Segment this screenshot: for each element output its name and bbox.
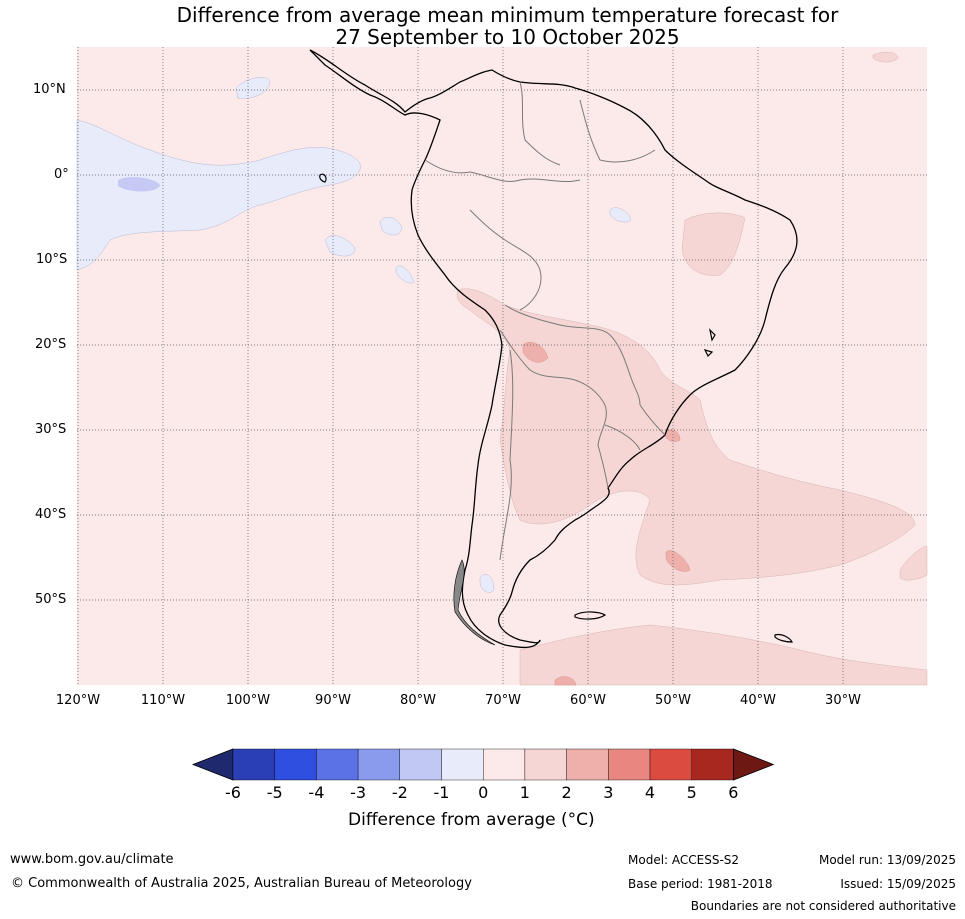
title-line-2: 27 September to 10 October 2025 <box>335 25 680 49</box>
lon-label-30w: 30°W <box>825 693 861 708</box>
colorbar-tick-label: 0 <box>478 783 489 802</box>
warmer-spot <box>665 550 691 572</box>
chart-title: Difference from average mean minimum tem… <box>0 4 965 48</box>
country-borders <box>424 81 666 561</box>
lon-label-50w: 50°W <box>655 693 691 708</box>
colorbar-tick-label: 4 <box>644 783 656 802</box>
warm-anomaly-region <box>519 624 928 686</box>
warm-anomaly-region <box>681 212 746 276</box>
colorbar-tick-label: -5 <box>266 783 283 802</box>
lon-label-70w: 70°W <box>485 693 521 708</box>
lon-label-110w: 110°W <box>140 693 186 708</box>
colorbar-tick-label: 3 <box>603 783 614 802</box>
cool-patch <box>395 265 415 284</box>
warm-anomaly-region <box>456 288 916 586</box>
lon-label-40w: 40°W <box>740 693 776 708</box>
lon-label-90w: 90°W <box>315 693 351 708</box>
graticule <box>77 47 927 685</box>
warm-anomaly-region <box>872 51 899 63</box>
lat-label-10s: 10°S <box>36 252 68 267</box>
colorbar-tick-label: 1 <box>519 783 530 802</box>
colorbar-tick-label: 5 <box>686 783 697 802</box>
warm-anomaly-region <box>899 545 928 581</box>
colorbar-tick-label: 6 <box>728 783 739 802</box>
cool-spot <box>118 177 160 192</box>
issued-date: Issued: 15/09/2025 <box>840 877 956 891</box>
map-background <box>77 47 927 685</box>
lat-label-40s: 40°S <box>35 507 67 522</box>
copyright-text: © Commonwealth of Australia 2025, Austra… <box>11 876 472 891</box>
boundaries-disclaimer: Boundaries are not considered authoritat… <box>690 899 956 913</box>
cool-patch <box>479 574 495 593</box>
model-name: Model: ACCESS-S2 <box>628 853 740 867</box>
lat-label-20s: 20°S <box>35 337 67 352</box>
base-period: Base period: 1981-2018 <box>628 877 773 891</box>
lon-label-120w: 120°W <box>55 693 101 708</box>
lat-label-10n: 10°N <box>33 82 66 97</box>
lon-label-80w: 80°W <box>400 693 436 708</box>
lon-label-60w: 60°W <box>570 693 606 708</box>
cool-patch <box>235 77 271 99</box>
cool-anomaly-region <box>76 119 361 271</box>
cool-patch <box>324 235 356 257</box>
cool-patch <box>379 216 403 236</box>
colorbar-tick-label: -4 <box>308 783 325 802</box>
cool-patch <box>609 207 632 223</box>
lat-label-50s: 50°S <box>35 592 67 607</box>
title-line-1: Difference from average mean minimum tem… <box>176 3 839 27</box>
lat-label-0: 0° <box>54 167 69 182</box>
lon-label-100w: 100°W <box>225 693 271 708</box>
warmer-spot <box>554 676 577 686</box>
colorbar-tick-label: -6 <box>225 783 241 802</box>
model-run: Model run: 13/09/2025 <box>818 853 956 867</box>
lat-label-30s: 30°S <box>35 422 67 437</box>
colorbar-tick-label: -2 <box>391 783 408 802</box>
patagonia-archipelago <box>453 559 496 646</box>
south-america-coastline <box>309 49 798 649</box>
colorbar-tick-label: -1 <box>433 783 450 802</box>
islands <box>319 173 793 643</box>
colorbar-tick-label: -3 <box>350 783 367 802</box>
colorbar-tick-label: 2 <box>561 783 572 802</box>
colorbar-label: Difference from average (°C) <box>348 810 595 830</box>
website-link[interactable]: www.bom.gov.au/climate <box>10 852 174 867</box>
warmer-spot <box>522 342 549 363</box>
